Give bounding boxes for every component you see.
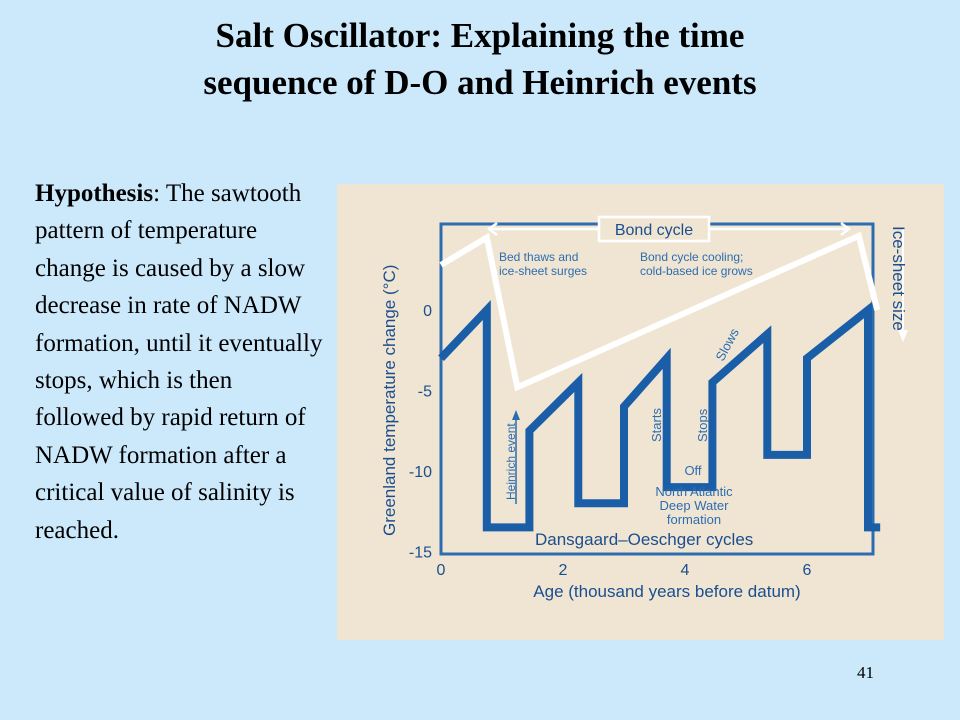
starts-label: Starts: [649, 408, 664, 442]
stops-label: Stops: [695, 408, 710, 442]
bed-thaws-line2: ice-sheet surges: [499, 264, 587, 278]
heinrich-arrowhead: [512, 410, 520, 420]
ice-sheet-arrowhead: [898, 330, 908, 342]
hypothesis-text: : The sawtooth pattern of temperature ch…: [35, 180, 323, 544]
bond-cycle-box: [597, 215, 711, 243]
x-axis-label: Age (thousand years before datum): [533, 582, 800, 601]
nadw-line3: formation: [667, 512, 721, 527]
x-tick-label: 0: [437, 562, 446, 579]
ice-sheet-size-label: Ice-sheet size: [889, 226, 908, 331]
hypothesis-label: Hypothesis: [35, 180, 154, 207]
hypothesis-paragraph: Hypothesis: The sawtooth pattern of temp…: [35, 175, 325, 549]
y-tick-label: 0: [423, 303, 432, 320]
page-number: 41: [857, 663, 874, 682]
bond-cooling-line2: cold-based ice grows: [640, 264, 753, 278]
y-tick-label: -10: [409, 464, 432, 481]
bed-thaws-line1: Bed thaws and: [499, 250, 578, 264]
bond-cooling-line1: Bond cycle cooling;: [640, 250, 743, 264]
do-cycles-label: Dansgaard–Oeschger cycles: [535, 530, 753, 549]
chart-figure: Bond cycle Bed thaws and ice-sheet surge…: [337, 184, 944, 640]
title-line-2: sequence of D-O and Heinrich events: [203, 63, 757, 102]
bond-cycle-bracket: [486, 222, 852, 236]
bond-cycle-label: Bond cycle: [615, 222, 693, 239]
off-label: Off: [684, 463, 701, 478]
ice-sheet-size-line: [439, 231, 881, 392]
x-tick-label: 6: [803, 562, 812, 579]
y-tick-label: -5: [418, 384, 432, 401]
slide-title: Salt Oscillator: Explaining the time seq…: [0, 12, 960, 106]
temperature-series-line: [438, 299, 881, 532]
nadw-line1: North Atlantic: [655, 484, 733, 499]
axis-ticks: 0 2 4 6 0 -5 -10 -15: [409, 303, 812, 579]
x-tick-label: 4: [681, 562, 690, 579]
y-axis-label: Greenland temperature change (°C): [380, 265, 399, 536]
heinrich-event-label: Heinrich event: [504, 423, 518, 500]
y-tick-label: -15: [409, 545, 432, 562]
x-tick-label: 2: [559, 562, 568, 579]
nadw-line2: Deep Water: [660, 498, 730, 513]
chart-svg: Bond cycle Bed thaws and ice-sheet surge…: [380, 215, 908, 601]
title-line-1: Salt Oscillator: Explaining the time: [215, 16, 745, 55]
